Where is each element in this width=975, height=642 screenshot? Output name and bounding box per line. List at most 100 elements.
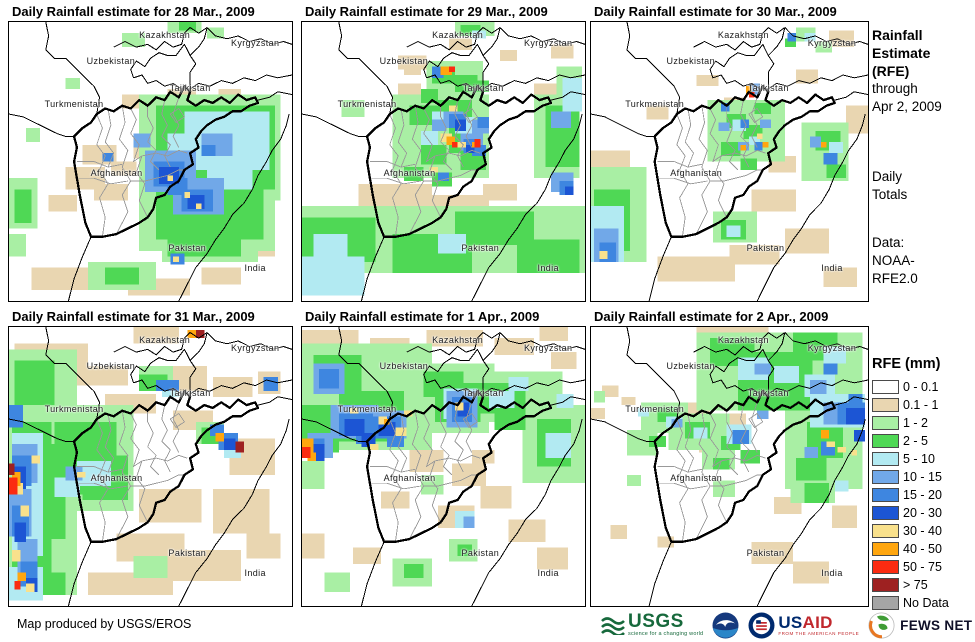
rainfall-patch [403, 167, 424, 182]
rainfall-patch [156, 380, 179, 392]
rainfall-patch [500, 49, 518, 62]
legend-label: > 75 [903, 578, 928, 592]
rainfall-patch [834, 480, 849, 492]
fewsnet-wordmark: FEWS NET [900, 617, 973, 633]
rainfall-patch [657, 256, 736, 282]
rainfall-patches [9, 327, 281, 601]
legend-label: 40 - 50 [903, 542, 942, 556]
rainfall-patch [729, 245, 780, 265]
rainfall-patch [14, 522, 26, 542]
rainfall-patch [696, 75, 719, 87]
rainfall-patch [76, 472, 86, 478]
rainfall-patch [471, 144, 486, 156]
rainfall-patch [831, 505, 857, 528]
rainfall-patch [307, 452, 317, 461]
rainfall-patch [449, 38, 472, 50]
rainfall-patch [11, 550, 21, 562]
rainfall-patch [823, 267, 857, 288]
usaid-logo: USAID FROM THE AMERICAN PEOPLE [748, 612, 859, 639]
rainfall-patch [403, 410, 413, 417]
rainfall-patch [829, 141, 844, 154]
rainfall-patch [207, 27, 225, 39]
rainfall-patch [302, 533, 325, 559]
panel-title: Daily Rainfall estimate for 1 Apr., 2009 [305, 309, 540, 324]
legend-swatch [872, 506, 899, 520]
rainfall-map: Kazakhstan Kyrgyzstan Uzbekistan Tajikistan… [8, 326, 293, 607]
rainfall-patch [823, 346, 846, 364]
rainfall-patch [732, 430, 749, 445]
rainfall-patch [302, 446, 311, 459]
panel-title: Daily Rainfall estimate for 28 Mar., 200… [12, 4, 255, 19]
rainfall-patch [726, 225, 741, 237]
rfe-title-line: Estimate [872, 45, 931, 61]
rainfall-patch [826, 164, 846, 179]
legend-item: No Data [872, 594, 973, 612]
rainfall-patches [302, 22, 585, 296]
rainfall-patch [837, 446, 846, 453]
rainfall-patch [851, 449, 857, 456]
rainfall-patch [829, 30, 855, 48]
rainfall-patch [358, 183, 433, 209]
rainfall-patch [212, 377, 253, 397]
rainfall-patch [235, 441, 244, 453]
rainfall-patch [773, 366, 799, 383]
sidebar-heading: Rainfall Estimate (RFE) through Apr 2, 2… [872, 26, 973, 116]
rfe-title-line: (RFE) [872, 63, 910, 79]
rainfall-map: Kazakhstan Kyrgyzstan Uzbekistan Tajikistan… [301, 326, 586, 607]
rainfall-patch [795, 69, 819, 84]
legend-swatch [872, 542, 899, 556]
rainfall-patch [302, 256, 365, 296]
rainfall-patch [403, 63, 421, 76]
rainfall-patch [536, 547, 569, 570]
rainfall-patch [167, 550, 242, 581]
rainfall-patch [420, 130, 438, 145]
rainfall-patch [167, 133, 193, 154]
rainfall-patch [815, 41, 832, 53]
map-panel: Daily Rainfall estimate for 2 Apr., 2009… [590, 308, 869, 607]
rainfall-patch [784, 228, 830, 254]
rainfall-patch [14, 189, 32, 223]
rainfall-patch [432, 66, 444, 78]
rainfall-patch [751, 189, 796, 212]
rainfall-patch [378, 421, 396, 436]
rainfall-patch [721, 102, 730, 112]
rainfall-patch [440, 66, 452, 76]
rainfall-patch [457, 141, 467, 148]
legend-label: 0 - 0.1 [903, 380, 939, 394]
rainfall-patch [133, 327, 179, 344]
rainfall-patch [721, 141, 741, 156]
rainfall-patch [246, 533, 281, 559]
rainfall-patch [14, 360, 55, 406]
rainfall-patch [420, 474, 444, 495]
map-panel: Daily Rainfall estimate for 31 Mar., 200… [8, 308, 293, 607]
rainfall-patch [754, 363, 772, 375]
rainfall-patch [449, 105, 458, 112]
rainfall-patch [460, 24, 481, 36]
rainfall-patch [494, 405, 526, 431]
rainfall-patch [446, 136, 455, 145]
usaid-tagline: FROM THE AMERICAN PEOPLE [778, 630, 860, 636]
rainfall-patch [565, 186, 574, 195]
rainfall-patch [341, 100, 365, 117]
rainfall-patch [591, 407, 605, 420]
rainfall-patch [759, 119, 772, 129]
rainfall-patch [748, 136, 760, 145]
rainfall-patch [167, 175, 174, 182]
rainfall-patch [420, 88, 438, 103]
rainfall-patch [54, 477, 80, 498]
rainfall-patch [122, 33, 145, 48]
rainfall-patch [757, 410, 769, 420]
noaa-seal-icon [712, 612, 739, 638]
rainfall-patch [324, 572, 351, 593]
rainfall-patch [845, 105, 868, 134]
rainfall-patch [793, 561, 830, 584]
rainfall-patch [671, 419, 683, 428]
rfe-subtitle-line: Apr 2, 2009 [872, 99, 942, 114]
legend-swatch [872, 488, 899, 502]
rainfall-patch [845, 407, 866, 425]
rainfall-patch [451, 463, 486, 487]
legend-label: 5 - 10 [903, 452, 935, 466]
footer-logos: USGS science for a changing world USAID … [601, 609, 972, 641]
rfe-subtitle-line: through [872, 81, 918, 96]
rainfall-patch [313, 234, 348, 257]
